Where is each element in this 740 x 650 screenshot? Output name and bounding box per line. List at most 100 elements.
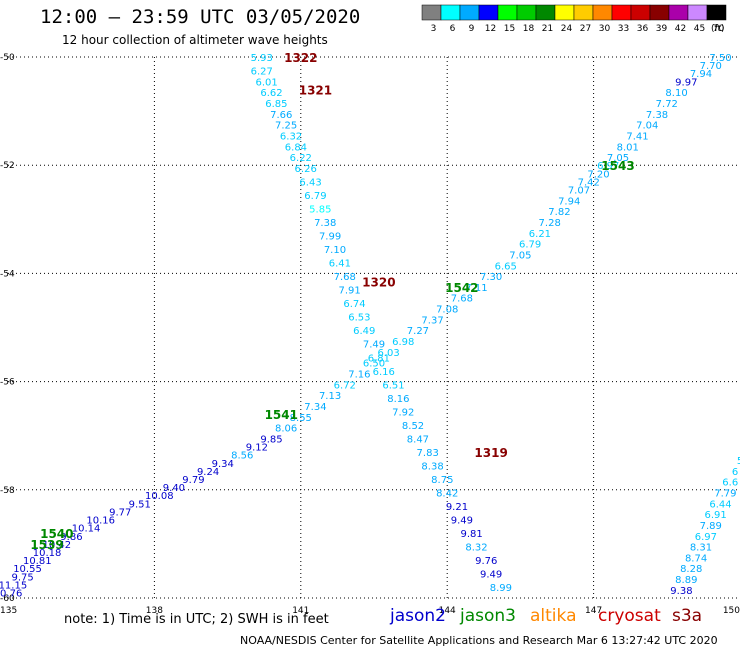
swh-value: 6.26 (295, 164, 317, 175)
legend-swatch (630, 4, 651, 21)
legend-unit: (ft) (711, 24, 725, 34)
swh-value: 8.56 (231, 451, 253, 462)
track-id-label: 1320 (362, 276, 395, 290)
swh-value: 9.24 (197, 467, 219, 478)
swh-value: 5 (737, 456, 740, 467)
swh-value: 6.62 (260, 88, 282, 99)
swh-value: 6.22 (290, 153, 312, 164)
swh-value: 6.91 (704, 510, 726, 521)
swh-value: 9.51 (129, 499, 151, 510)
swh-value: 7.82 (548, 207, 570, 218)
x-tick-label: 141 (292, 606, 309, 616)
swh-value: 6.72 (334, 380, 356, 391)
swh-value: 9.75 (12, 572, 34, 583)
swh-value: 7.50 (709, 53, 731, 64)
legend-label: 9 (469, 24, 475, 34)
swh-value: 7.38 (314, 218, 336, 229)
legend-label: 33 (618, 24, 629, 34)
swh-value: 6.32 (280, 131, 302, 142)
track-id-label: 1542 (445, 281, 478, 295)
swh-value: 9.49 (451, 516, 473, 527)
mission-cryosat: cryosat (598, 606, 661, 626)
swh-value: 6.98 (392, 337, 414, 348)
swh-value: 6.01 (256, 77, 278, 88)
swh-value: 6.53 (348, 313, 370, 324)
swh-value: 8.01 (617, 142, 639, 153)
swh-value: 8.89 (675, 575, 697, 586)
swh-value: 9.49 (480, 570, 502, 581)
track-id-label: 1322 (284, 51, 317, 65)
swh-value: 6.49 (353, 326, 375, 337)
legend-label: 3 (431, 24, 437, 34)
chart-subtitle: 12 hour collection of altimeter wave hei… (62, 33, 328, 47)
swh-value: 7.13 (319, 391, 341, 402)
swh-value: 7.66 (270, 110, 292, 121)
swh-value: 9.40 (163, 483, 185, 494)
swh-value: 6.81 (368, 353, 390, 364)
swh-value: 7.07 (568, 186, 590, 197)
swh-value: 8.47 (407, 434, 429, 445)
swh-value: 8.32 (465, 543, 487, 554)
swh-value: 7.25 (275, 121, 297, 132)
swh-value: 7.68 (451, 294, 473, 305)
swh-value: 8.74 (685, 553, 707, 564)
swh-value: 7.34 (304, 402, 326, 413)
track-id-label: 1539 (30, 538, 63, 552)
legend-swatch (440, 4, 461, 21)
credit-line: NOAA/NESDIS Center for Satellite Applica… (240, 634, 718, 647)
swh-value: 7.89 (700, 521, 722, 532)
swh-value: 8.99 (490, 583, 512, 594)
legend-label: 12 (485, 24, 496, 34)
y-tick-label: -50 (0, 53, 15, 63)
swh-value: 8.38 (421, 461, 443, 472)
swh-value: 10.76 (0, 589, 22, 600)
swh-value: 10.42 (42, 540, 71, 551)
swh-value: 7.99 (319, 232, 341, 243)
swh-value: 8.31 (690, 543, 712, 554)
swh-value: 8.75 (431, 475, 453, 486)
swh-value: 7.49 (363, 340, 385, 351)
swh-value: 8.42 (436, 489, 458, 500)
swh-value: 6.74 (343, 299, 365, 310)
swh-value: 7.08 (436, 305, 458, 316)
swh-value: 7.94 (690, 69, 712, 80)
swh-value: 6.44 (709, 499, 731, 510)
swh-value: 8.28 (680, 564, 702, 575)
legend-swatch (516, 4, 537, 21)
y-tick-label: -52 (0, 161, 15, 171)
legend-swatch (478, 4, 499, 21)
track-id-label: 1543 (601, 159, 634, 173)
swh-value: 8.52 (402, 421, 424, 432)
axis-ticks: -50 -52 -54 -56 -58 -60 135 138 141 144 147 150 (0, 53, 740, 616)
chart-title: 12:00 – 23:59 UTC 03/05/2020 (40, 6, 361, 28)
swh-value: 6.16 (373, 367, 395, 378)
swh-value: 10.16 (86, 516, 115, 527)
swh-value: 7.91 (338, 286, 360, 297)
swh-value: 9.97 (675, 77, 697, 88)
swh-value: 5.93 (251, 53, 273, 64)
legend-swatch (459, 4, 480, 21)
swh-value: 9.76 (475, 556, 497, 567)
swh-value: 9.86 (60, 532, 82, 543)
legend-label: 36 (637, 24, 649, 34)
legend-swatch (706, 4, 727, 21)
swh-value: 10.81 (23, 556, 52, 567)
swh-value: 6.84 (285, 142, 307, 153)
swh-value: 7.05 (509, 250, 531, 261)
mission-jason2: jason2 (390, 606, 446, 626)
swh-value: 9.38 (670, 586, 692, 597)
swh-value: 7.68 (334, 272, 356, 283)
swh-value: 7.05 (607, 153, 629, 164)
legend-label: 70 (713, 24, 725, 34)
swh-value: 5.85 (309, 204, 331, 215)
swh-value: 6.85 (265, 99, 287, 110)
swh-value: 8.10 (665, 88, 687, 99)
swh-value: 7.28 (539, 218, 561, 229)
track-id-label: 1541 (265, 408, 298, 422)
swh-value: 7.72 (656, 99, 678, 110)
swh-value: 6.21 (529, 229, 551, 240)
legend-label: 15 (504, 24, 515, 34)
swh-value: 7.11 (465, 283, 487, 294)
swh-value: 7.70 (700, 61, 722, 72)
